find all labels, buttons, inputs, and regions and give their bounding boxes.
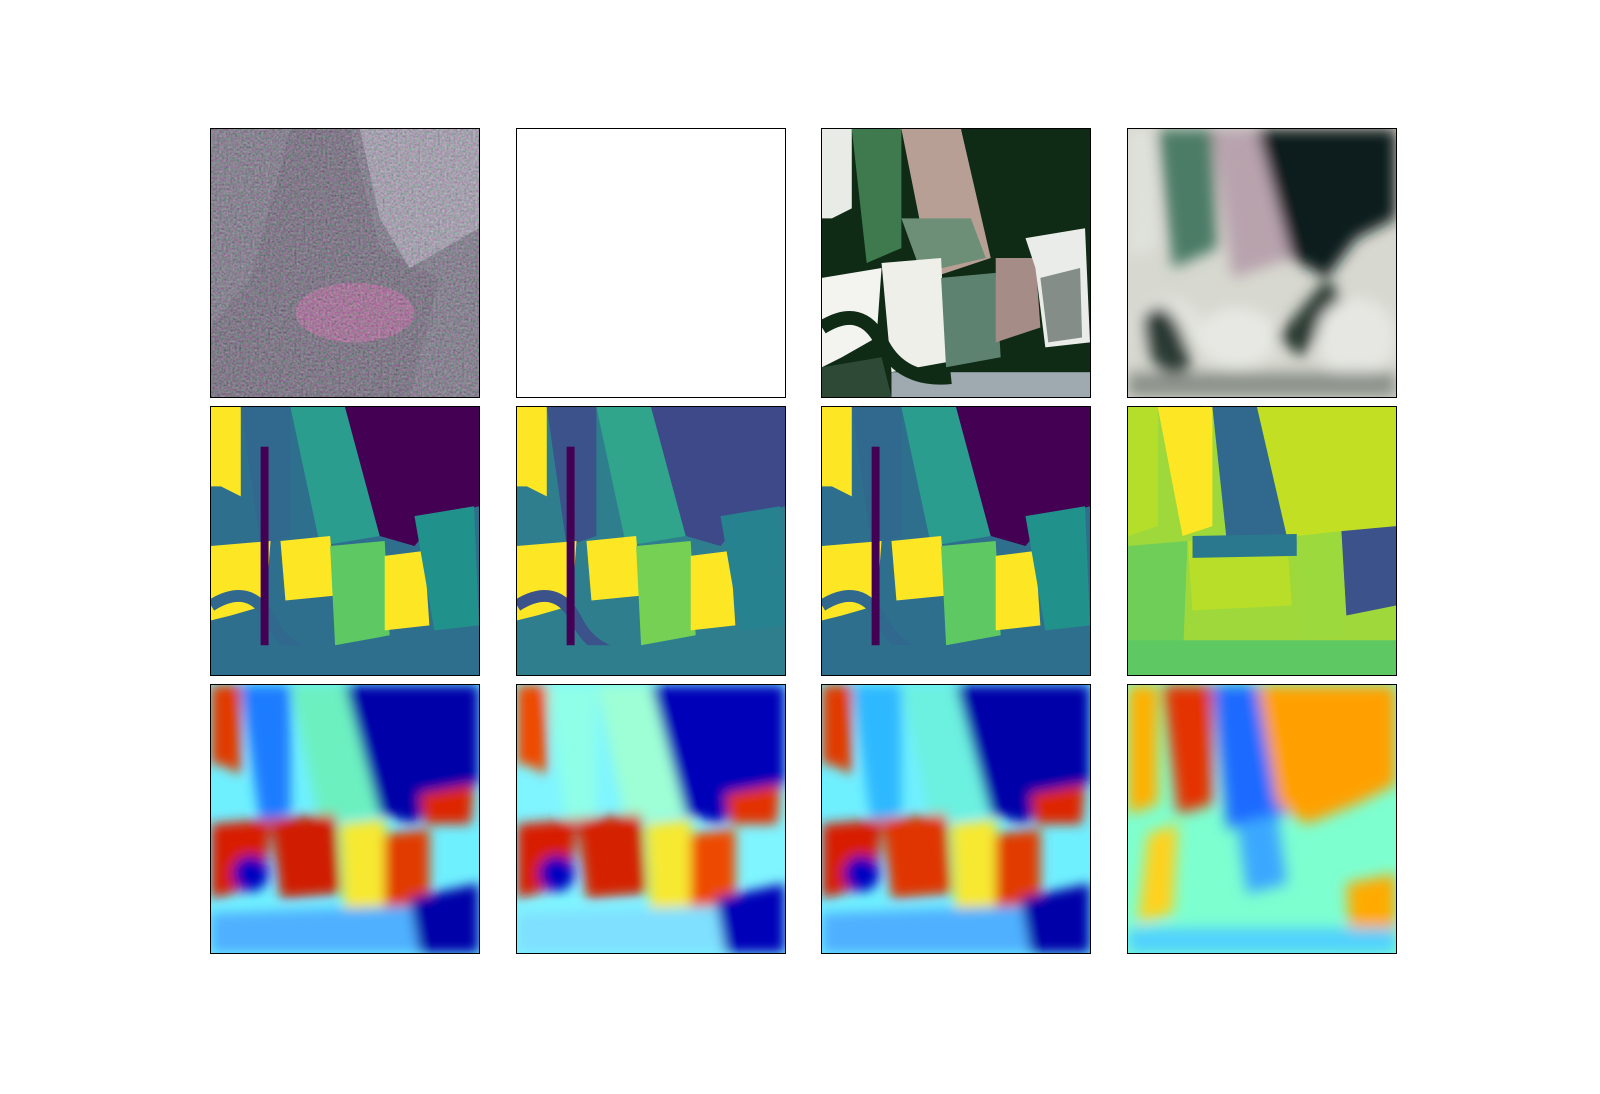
viridis-map [1128, 407, 1396, 675]
blank-white-image [517, 129, 785, 397]
panel-viridis-2 [516, 406, 786, 676]
panel-viridis-3 [821, 406, 1091, 676]
panel-optical-rgb [821, 128, 1091, 398]
panel-blank [516, 128, 786, 398]
optical-rgb-image [822, 129, 1090, 397]
panel-jet-3 [821, 684, 1091, 954]
panel-jet-1 [210, 684, 480, 954]
panel-sar-composite [210, 128, 480, 398]
panel-jet-4 [1127, 684, 1397, 954]
jet-map [822, 685, 1090, 953]
viridis-map [822, 407, 1090, 675]
jet-map [517, 685, 785, 953]
viridis-map [211, 407, 479, 675]
reconstructed-rgb-image [1128, 129, 1396, 397]
panel-jet-2 [516, 684, 786, 954]
jet-map [211, 685, 479, 953]
jet-map [1128, 685, 1396, 953]
viridis-map [517, 407, 785, 675]
panel-reconstructed-rgb [1127, 128, 1397, 398]
panel-viridis-4 [1127, 406, 1397, 676]
sar-composite-image [211, 129, 479, 397]
panel-viridis-1 [210, 406, 480, 676]
